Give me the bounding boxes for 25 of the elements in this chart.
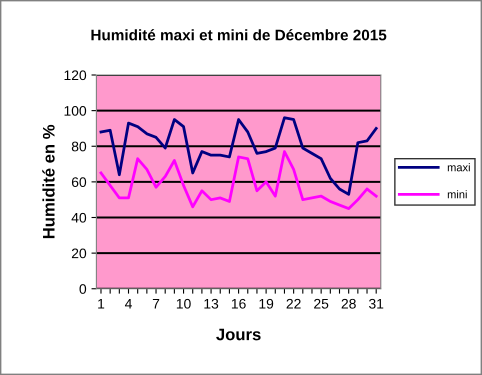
x-tick-label: 28 (342, 298, 356, 309)
y-tick-label: 0 (79, 284, 86, 294)
y-tick-label: 20 (72, 248, 86, 258)
x-tick-label: 16 (232, 298, 246, 309)
y-tick-label: 100 (64, 106, 86, 116)
y-axis-title: Humidité en % (42, 124, 55, 238)
y-tick-label: 60 (72, 177, 86, 188)
y-tick-label: 120 (64, 70, 86, 80)
chart-title: Humidité maxi et mini de Décembre 2015 (91, 29, 386, 40)
line-series (100, 150, 378, 210)
y-tick-label: 80 (72, 142, 86, 152)
line-series (100, 116, 378, 196)
x-tick-label: 4 (124, 298, 132, 309)
x-tick-label: 25 (314, 298, 328, 309)
x-tick-label: 19 (259, 298, 274, 309)
legend-label: maxi (448, 163, 470, 172)
x-tick-label: 22 (286, 298, 301, 309)
legend-label: mini (448, 190, 467, 198)
x-axis-title: Jours (216, 328, 261, 340)
x-tick-label: 10 (176, 298, 191, 309)
x-tick-label: 7 (152, 298, 160, 309)
x-tick-label: 13 (204, 298, 218, 309)
x-tick-label: 31 (369, 298, 384, 309)
x-tick-label: 1 (98, 298, 104, 309)
y-tick-label: 40 (72, 212, 86, 223)
